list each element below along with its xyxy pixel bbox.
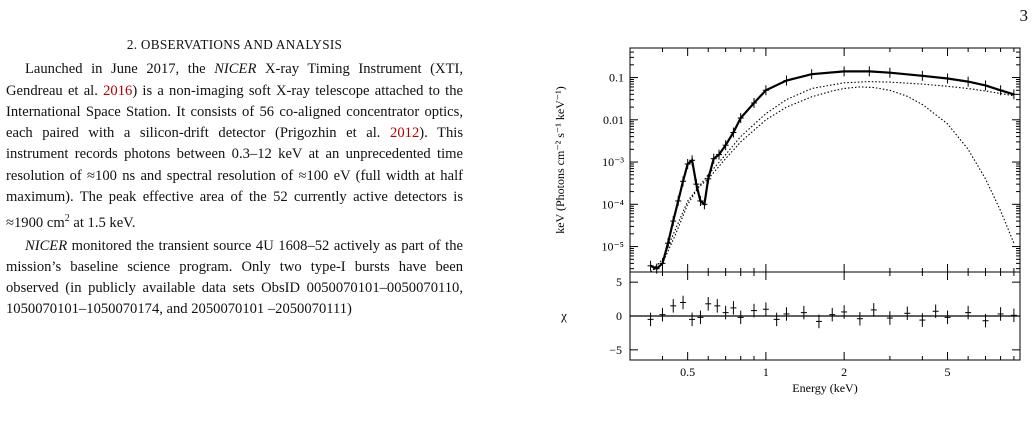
paragraph-2: NICER monitored the transient source 4U … (6, 237, 463, 318)
spectrum-y-label: keV (Photons cm⁻² s⁻¹ keV⁻¹) (553, 86, 567, 234)
y-tick-label: 0 (616, 309, 622, 323)
y-tick-label: −5 (609, 343, 622, 357)
y-tick-label: 10⁻⁴ (601, 197, 624, 211)
x-tick-label: 5 (945, 365, 951, 379)
page-number: 3 (1019, 6, 1029, 25)
citation-link[interactable]: 2012 (390, 125, 420, 142)
citation-link[interactable]: 2016 (103, 82, 133, 99)
model-component-1-line (650, 86, 1015, 273)
y-tick-label: 0.1 (609, 71, 624, 85)
spectrum-data-line (650, 70, 1015, 271)
text-column: 2. OBSERVATIONS AND ANALYSIS Launched in… (6, 30, 463, 321)
model-component-2-line (650, 81, 1014, 273)
section-heading: 2. OBSERVATIONS AND ANALYSIS (126, 37, 343, 52)
x-tick-label: 2 (841, 365, 847, 379)
energy-x-label: Energy (keV) (792, 381, 857, 395)
spectrum-ticks: 10⁻⁵ 10⁻⁴ 10⁻³ 0.01 0.1 (601, 48, 1020, 272)
y-tick-label: 0.01 (603, 113, 624, 127)
spectrum-chart: 10⁻⁵ 10⁻⁴ 10⁻³ 0.01 0.1 keV (Photons cm⁻² s⁻… (553, 47, 1021, 395)
spectrum-panel: 10⁻⁵ 10⁻⁴ 10⁻³ 0.01 0.1 keV (Photons cm⁻² s⁻… (553, 47, 1021, 274)
x-tick-label: 1 (763, 365, 769, 379)
spectrum-figure: 10⁻⁵ 10⁻⁴ 10⁻³ 0.01 0.1 keV (Photons cm⁻² s⁻… (540, 40, 1034, 420)
residual-panel: 5 0 −5 0.5 1 2 5 χ Energy (keV) (560, 271, 1021, 395)
spectrum-series (647, 66, 1017, 274)
y-tick-label: 10⁻⁵ (601, 240, 624, 254)
residual-y-label: χ (560, 308, 567, 323)
residual-series (630, 295, 1020, 329)
x-tick-label: 0.5 (680, 365, 695, 379)
paragraph-1: Launched in June 2017, the NICER X-ray T… (6, 61, 464, 232)
y-tick-label: 5 (616, 275, 622, 289)
y-tick-label: 10⁻³ (602, 155, 624, 169)
residual-ticks: 5 0 −5 0.5 1 2 5 (609, 272, 1020, 379)
